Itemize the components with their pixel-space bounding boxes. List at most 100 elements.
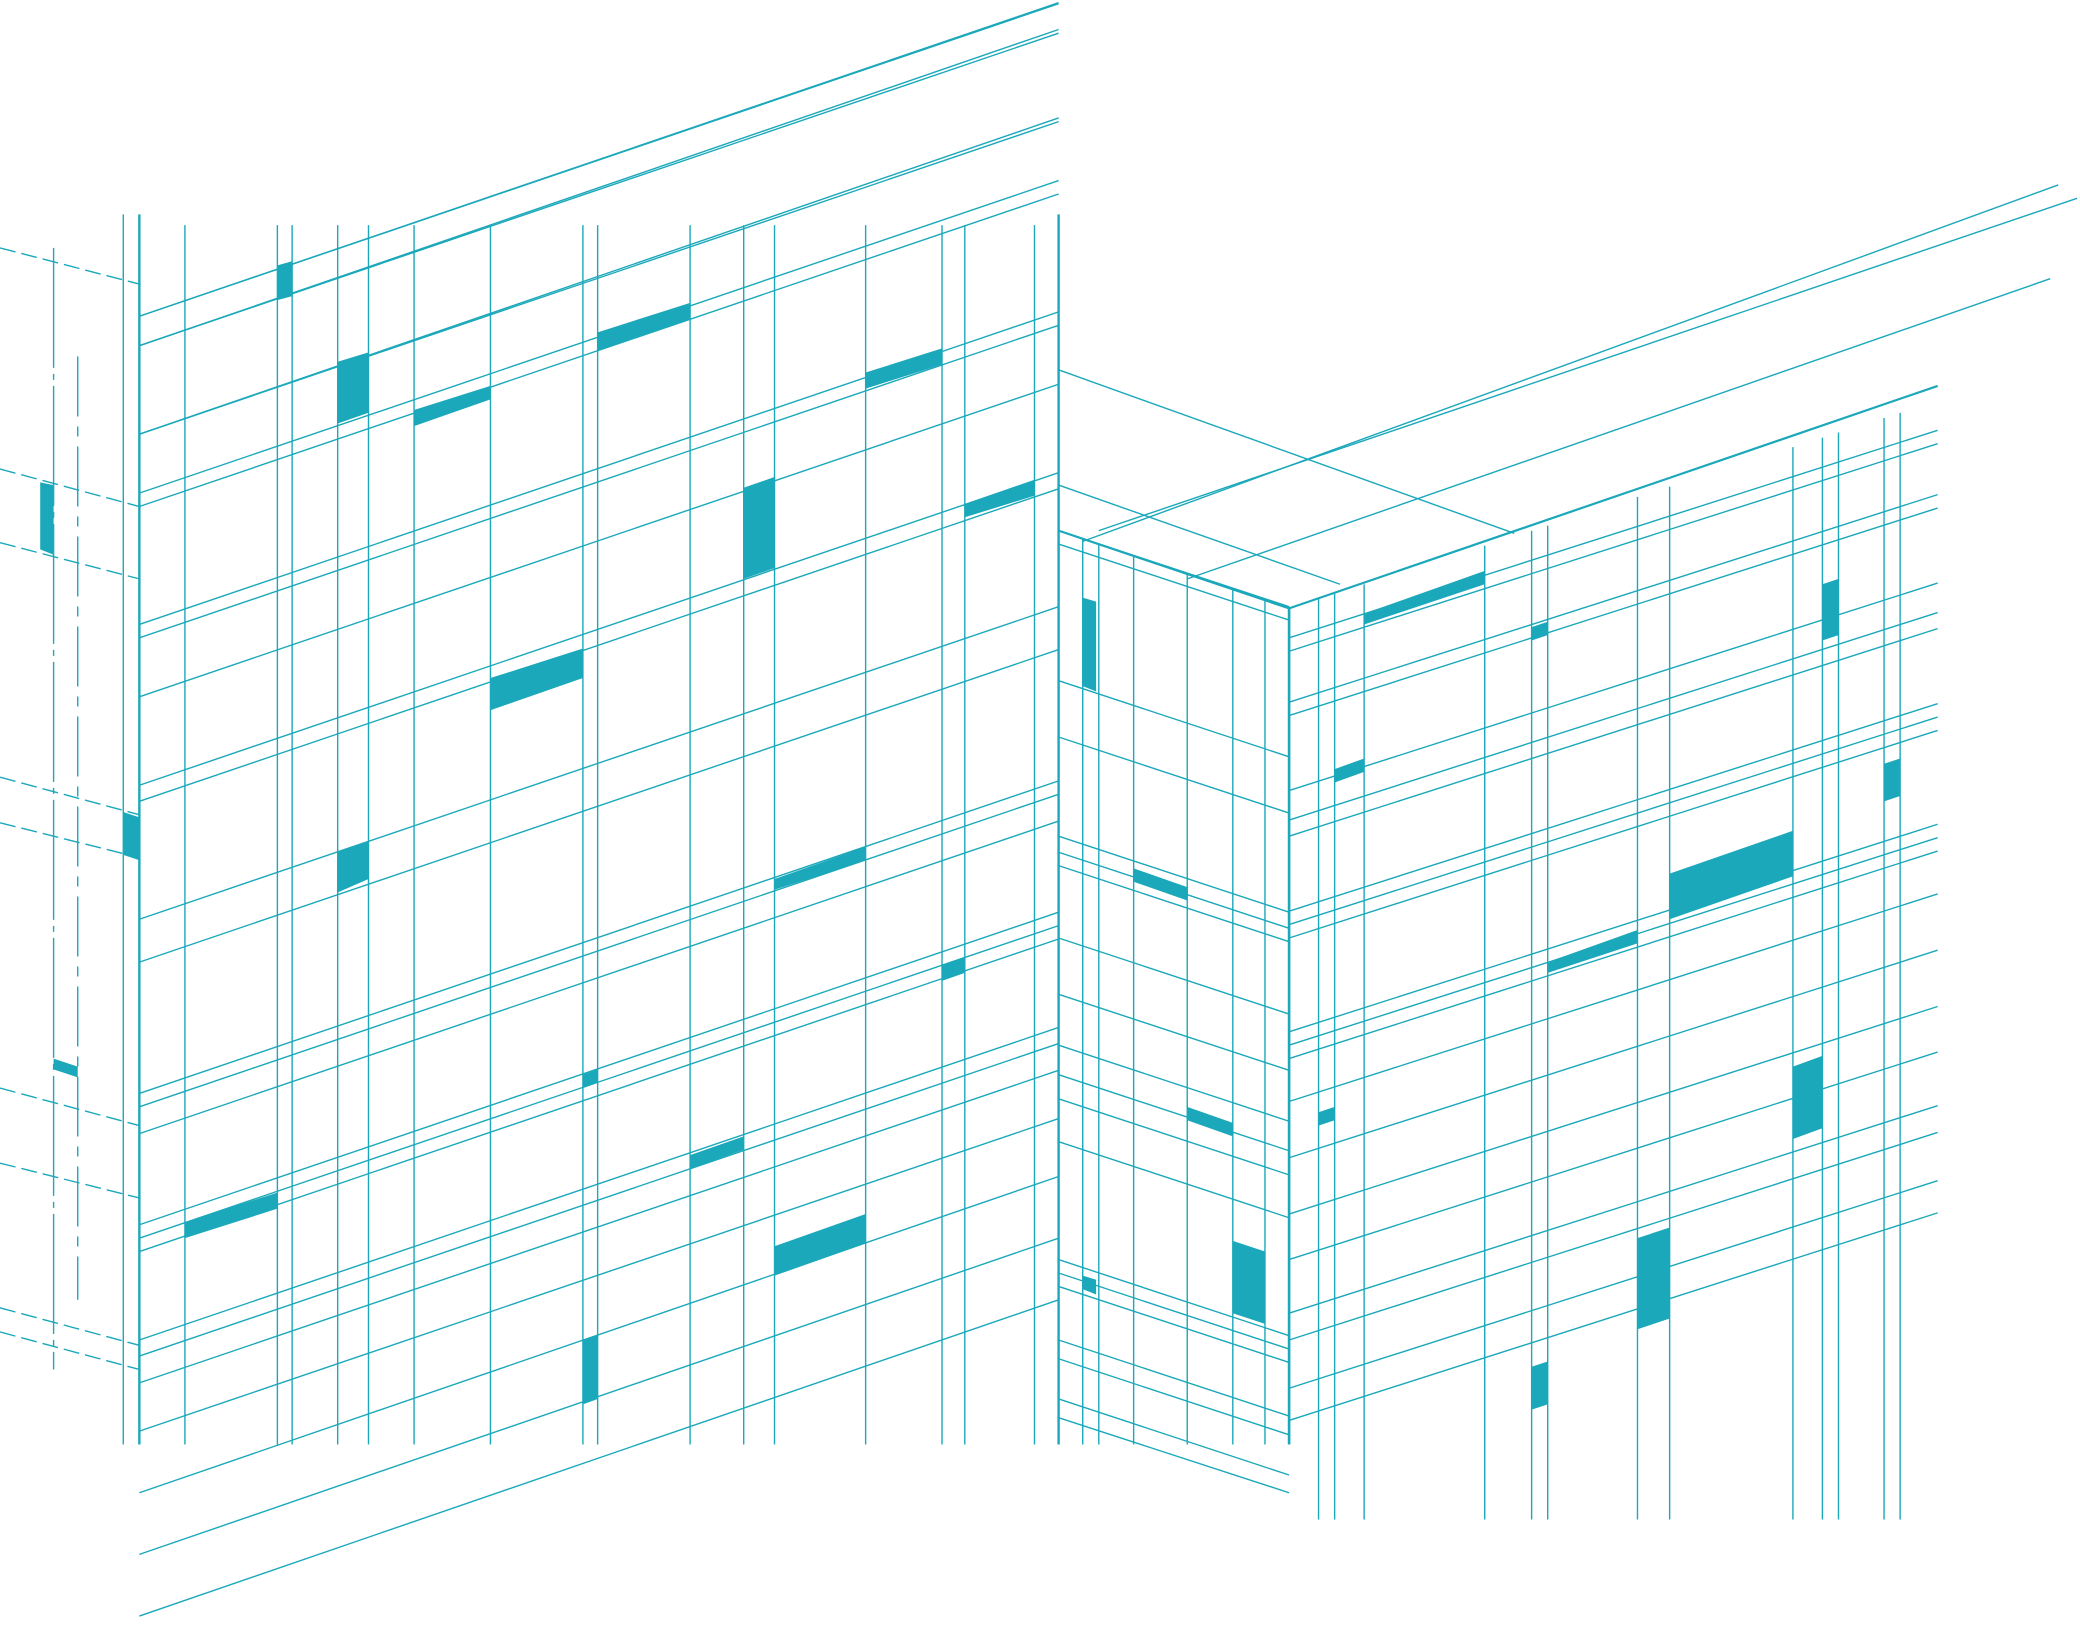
left-wing-floor-line <box>139 820 1059 1135</box>
middle-wing-floor-line <box>1058 1074 1290 1152</box>
right-wing-facade <box>1082 184 2078 1520</box>
middle-wing-floor-line <box>1058 736 1290 814</box>
left-wing-floor-line <box>139 472 1059 786</box>
right-wing-floor-line <box>1288 611 1938 821</box>
right-wing-roof-line <box>1288 384 1938 610</box>
window-panel <box>490 648 583 711</box>
window-panel <box>774 846 866 890</box>
left-wing-floor-line <box>139 924 1059 1239</box>
window-panel <box>1082 1275 1097 1295</box>
window-panel <box>337 841 369 893</box>
right-wing-floor-line <box>1288 627 1938 837</box>
window-panel <box>942 956 965 981</box>
middle-wing-floor-line <box>1058 1098 1290 1176</box>
right-wing-roof-line <box>1082 184 2059 543</box>
window-panel <box>1547 929 1638 973</box>
right-wing-floor-line <box>1288 850 1938 1060</box>
left-wing-ground-line <box>139 1299 1059 1617</box>
window-panel <box>1822 578 1839 641</box>
window-panel <box>964 479 1035 518</box>
left-wing-floor-line <box>139 1069 1059 1384</box>
right-wing-roof-line <box>1187 278 2051 580</box>
middle-wing-roof-line <box>1058 529 1290 610</box>
window-panel <box>123 812 140 861</box>
middle-wing-facade <box>1058 369 1515 1494</box>
right-wing-floor-line <box>1288 1131 1938 1341</box>
left-wing-floor-line <box>139 383 1059 698</box>
left-wing-floor-line <box>139 780 1059 1095</box>
left-wing-floor-line <box>139 793 1059 1108</box>
far-left-floor-line <box>0 776 140 816</box>
window-panel <box>1792 1055 1823 1139</box>
window-panel <box>1669 830 1793 920</box>
window-panel <box>690 1136 744 1169</box>
middle-wing-floor-line <box>1058 1258 1290 1337</box>
left-wing-facade <box>122 2 1060 1617</box>
right-wing-floor-line <box>1288 949 1938 1159</box>
left-wing-floor-line <box>139 1117 1059 1432</box>
middle-wing-roof-line <box>1058 484 1341 585</box>
left-wing-ground-line <box>139 1175 1059 1494</box>
left-wing-floor-line <box>139 606 1059 920</box>
middle-wing-floor-line <box>1058 937 1290 1015</box>
middle-wing-floor-line <box>1058 1358 1290 1436</box>
right-wing-floor-line <box>1288 893 1938 1103</box>
window-panel <box>1637 1227 1670 1330</box>
right-wing-floor-line <box>1288 1104 1938 1314</box>
window-panel <box>184 1192 278 1239</box>
far-left-floor-line <box>0 1331 140 1371</box>
left-wing-floor-line <box>139 938 1059 1253</box>
right-wing-floor-line <box>1288 507 1938 717</box>
window-panel <box>1364 570 1485 625</box>
window-panel <box>40 482 54 555</box>
middle-wing-floor-line <box>1058 1272 1290 1350</box>
window-panel <box>1082 597 1097 692</box>
right-wing-floor-line <box>1288 1180 1938 1389</box>
left-wing-floor-line <box>139 1026 1059 1341</box>
far-left-floor-line <box>0 1307 140 1347</box>
left-wing-roof-line <box>139 117 1059 435</box>
far-left-floor-line <box>0 542 140 580</box>
right-wing-floor-line <box>1288 702 1938 912</box>
middle-wing-roof-line <box>1058 369 1515 534</box>
far-left-floor-line <box>0 468 140 508</box>
middle-wing-ground-line <box>1058 1417 1290 1494</box>
window-panel <box>1232 1240 1265 1324</box>
right-wing-floor-line <box>1288 1212 1938 1422</box>
window-panel <box>1334 758 1365 783</box>
left-wing-ground-line <box>139 1237 1059 1556</box>
middle-wing-floor-line <box>1058 835 1290 913</box>
window-panel <box>743 477 775 579</box>
window-panel <box>1531 621 1548 641</box>
right-wing-floor-line <box>1288 1051 1938 1261</box>
window-panel <box>582 1334 598 1405</box>
middle-wing-floor-line <box>1058 1339 1290 1417</box>
right-wing-roof-line <box>1098 197 2078 532</box>
window-panel <box>53 1058 78 1078</box>
right-wing-floor-line <box>1288 493 1938 703</box>
filled-window-panels <box>40 261 1901 1410</box>
right-wing-floor-line <box>1288 716 1938 926</box>
window-panel <box>1318 1106 1335 1126</box>
window-panel <box>774 1214 866 1276</box>
middle-wing-floor-line <box>1058 864 1290 943</box>
middle-wing-floor-line <box>1058 680 1290 758</box>
window-panel <box>1884 758 1901 802</box>
right-wing-floor-line <box>1288 443 1938 652</box>
left-wing-floor-line <box>139 324 1059 639</box>
middle-wing-floor-line <box>1058 1044 1290 1122</box>
left-wing-floor-line <box>139 1042 1059 1357</box>
window-panel <box>865 348 943 389</box>
right-wing-floor-line <box>1288 729 1938 939</box>
far-left-floor-line <box>0 1162 140 1199</box>
window-panel <box>1133 868 1188 901</box>
left-wing-roof-line <box>139 28 1059 347</box>
far-left-floor-line <box>0 1087 140 1127</box>
middle-wing-floor-line <box>1058 1398 1290 1476</box>
far-left-floor-line <box>0 822 140 859</box>
right-wing-floor-line <box>1288 1005 1938 1215</box>
window-panel <box>597 302 691 352</box>
left-wing-roof-line <box>139 2 1059 317</box>
window-panel <box>1187 1106 1233 1137</box>
